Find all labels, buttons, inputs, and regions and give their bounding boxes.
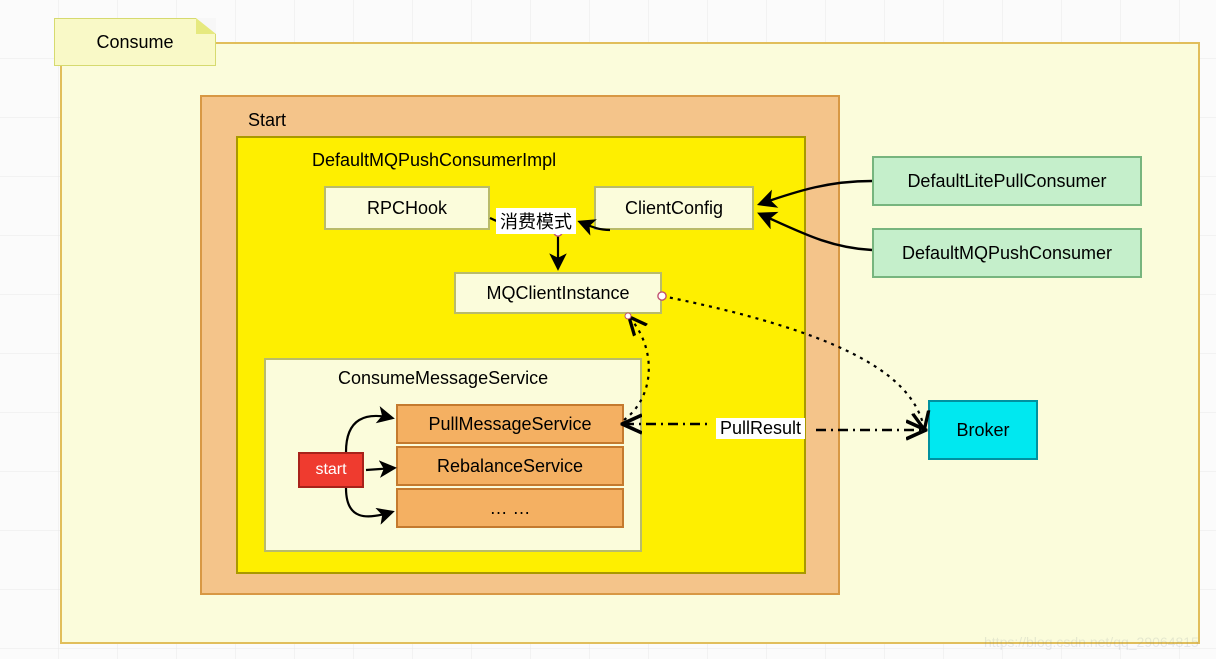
default-lite-pull-consumer-label: DefaultLitePullConsumer xyxy=(907,171,1106,192)
watermark: https://blog.csdn.net/qq_29064815 xyxy=(984,634,1199,650)
edge-label-pull-result: PullResult xyxy=(716,418,805,439)
default-mq-push-consumer-node: DefaultMQPushConsumer xyxy=(872,228,1142,278)
impl-container-label: DefaultMQPushConsumerImpl xyxy=(312,150,556,171)
client-config-label: ClientConfig xyxy=(625,198,723,219)
rebalance-service-label: RebalanceService xyxy=(437,456,583,477)
broker-node: Broker xyxy=(928,400,1038,460)
consume-sticky: Consume xyxy=(54,18,216,66)
ellipsis-service-node: … … xyxy=(396,488,624,528)
sticky-fold xyxy=(196,18,216,34)
cms-container-label: ConsumeMessageService xyxy=(338,368,548,389)
start-node: start xyxy=(298,452,364,488)
rpc-hook-label: RPCHook xyxy=(367,198,447,219)
diagram-stage: { "diagram": { "type": "flowchart", "can… xyxy=(0,0,1216,659)
broker-label: Broker xyxy=(956,420,1009,441)
edge-label-consume-mode-text: 消费模式 xyxy=(500,212,572,232)
rpc-hook-node: RPCHook xyxy=(324,186,490,230)
rebalance-service-node: RebalanceService xyxy=(396,446,624,486)
default-mq-push-consumer-label: DefaultMQPushConsumer xyxy=(902,243,1112,264)
consume-sticky-label: Consume xyxy=(96,32,173,53)
start-node-label: start xyxy=(315,461,346,479)
mq-client-instance-node: MQClientInstance xyxy=(454,272,662,314)
pull-message-service-label: PullMessageService xyxy=(428,414,591,435)
start-container-label: Start xyxy=(248,110,286,131)
edge-label-pull-result-text: PullResult xyxy=(720,418,801,438)
client-config-node: ClientConfig xyxy=(594,186,754,230)
mq-client-instance-label: MQClientInstance xyxy=(486,283,629,304)
ellipsis-service-label: … … xyxy=(489,498,530,519)
edge-label-consume-mode: 消费模式 xyxy=(496,208,576,234)
default-lite-pull-consumer-node: DefaultLitePullConsumer xyxy=(872,156,1142,206)
pull-message-service-node: PullMessageService xyxy=(396,404,624,444)
